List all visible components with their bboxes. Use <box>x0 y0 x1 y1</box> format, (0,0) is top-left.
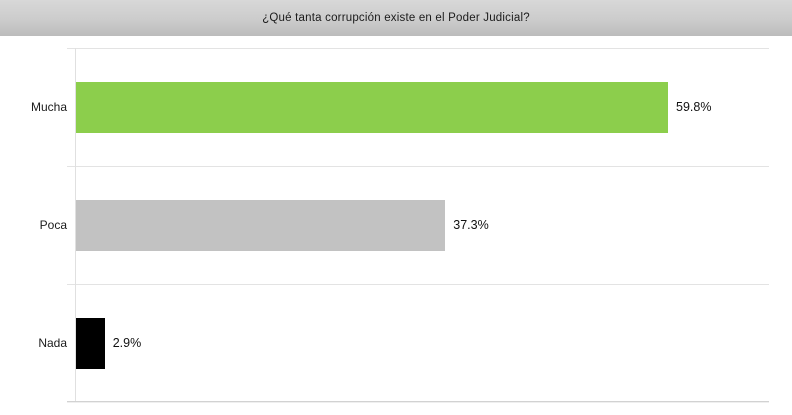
bar-track-mucha: 59.8% <box>76 48 769 166</box>
category-label-nada: Nada <box>38 336 67 350</box>
chart-row-nada: Nada 2.9% <box>0 284 792 402</box>
bar-mucha <box>76 81 669 133</box>
gridline-2 <box>67 284 769 285</box>
x-axis-line <box>67 401 769 402</box>
chart-title-bar: ¿Qué tanta corrupción existe en el Poder… <box>0 0 792 36</box>
bar-nada <box>76 317 105 369</box>
y-axis-line <box>75 48 76 401</box>
bar-track-poca: 37.3% <box>76 166 769 284</box>
bar-poca <box>76 199 446 251</box>
value-label-nada: 2.9% <box>112 336 142 350</box>
chart-title: ¿Qué tanta corrupción existe en el Poder… <box>262 12 530 24</box>
bar-track-nada: 2.9% <box>76 284 769 402</box>
gridline-1 <box>67 166 769 167</box>
category-label-poca: Poca <box>39 218 67 232</box>
plot-area <box>67 48 769 402</box>
category-label-mucha: Mucha <box>30 100 67 114</box>
value-label-poca: 37.3% <box>453 218 489 232</box>
chart-row-poca: Poca 37.3% <box>0 166 792 284</box>
gridline-top <box>67 48 769 49</box>
chart-row-mucha: Mucha 59.8% <box>0 48 792 166</box>
value-label-mucha: 59.8% <box>676 100 712 114</box>
